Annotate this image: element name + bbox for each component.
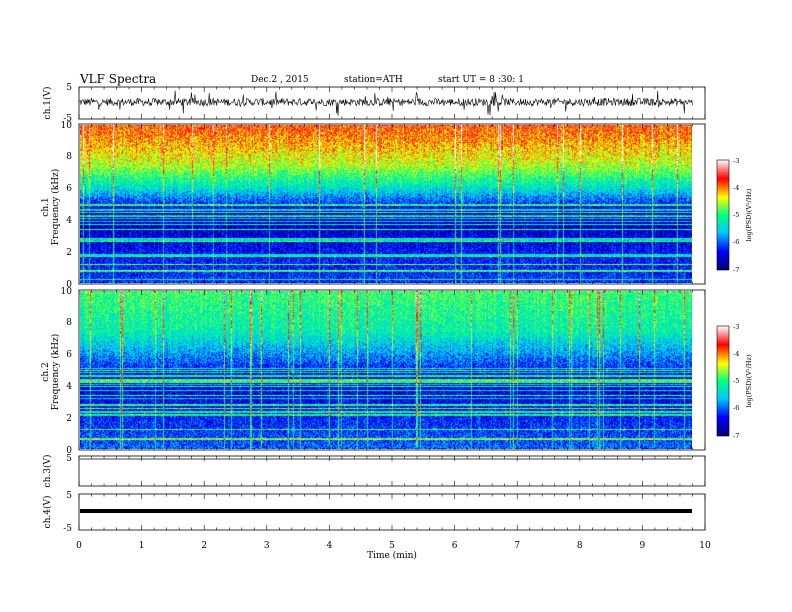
ch2-colorbar-tick-top: -3	[733, 323, 739, 331]
ch2-freq-tick-10: 10	[61, 287, 73, 297]
ch1-ytick-bottom: -5	[63, 114, 72, 124]
ch2-colorbar-tick-2: -4	[733, 350, 739, 358]
ch2-spectrogram-panel: 0 2 4 6 8 10 ch.2 Frequency (kHz) -3 -4 …	[41, 287, 753, 456]
ch3-waveform-ylabel: ch.3(V)	[42, 455, 53, 488]
xtick-10: 10	[699, 541, 711, 551]
ch1-spectrogram-ylabel: Frequency (kHz)	[50, 169, 61, 246]
ch2-colorbar-tick-3: -5	[733, 377, 739, 385]
ch2-spectrogram-ylabel: Frequency (kHz)	[50, 334, 61, 411]
ch2-colorbar	[716, 325, 730, 437]
ch1-spectrogram-channel-label: ch.1	[41, 197, 51, 216]
header-date: Dec.2 , 2015	[251, 75, 309, 85]
ch2-colorbar-tick-bottom: -7	[733, 432, 739, 440]
ch1-colorbar-tick-top: -3	[733, 157, 739, 165]
ch1-colorbar-label: log(PSD)(V²/Hz)	[745, 188, 753, 241]
ch1-colorbar-tick-3: -5	[733, 211, 739, 219]
xtick-3: 3	[264, 541, 270, 551]
ch4-waveform-ylabel: ch.4(V)	[42, 496, 53, 529]
ch1-freq-tick-2: 2	[66, 248, 72, 258]
ch1-colorbar-tick-4: -6	[733, 238, 739, 246]
ch2-freq-tick-8: 8	[66, 318, 72, 328]
time-ticks	[78, 87, 706, 530]
ch2-spectrogram-channel-label: ch.2	[41, 362, 51, 381]
time-axis-label: Time (min)	[367, 550, 417, 561]
xtick-6: 6	[452, 541, 458, 551]
ch1-freq-tick-10: 10	[61, 121, 73, 131]
xtick-9: 9	[640, 541, 646, 551]
ch4-waveform-line	[80, 509, 692, 513]
ch1-freq-tick-0: 0	[66, 280, 72, 290]
ch2-freq-tick-6: 6	[66, 350, 72, 360]
ch1-ytick-top: 5	[66, 83, 72, 93]
ch2-freq-tick-0: 0	[66, 446, 72, 456]
ch1-freq-tick-6: 6	[66, 184, 72, 194]
ch2-freq-tick-2: 2	[66, 414, 72, 424]
ch1-waveform-ylabel: ch.1(V)	[42, 87, 53, 120]
ch2-colorbar-tick-4: -6	[733, 404, 739, 412]
ch2-colorbar-label: log(PSD)(V²/Hz)	[745, 354, 753, 407]
ch4-ytick-top: 5	[66, 491, 72, 501]
ch2-freq-tick-4: 4	[66, 382, 72, 392]
xtick-2: 2	[201, 541, 207, 551]
ch4-ytick-bottom: -5	[63, 524, 72, 534]
header-start-time: start UT = 8 :30: 1	[438, 75, 524, 85]
ch3-ytick-top: 5	[66, 454, 72, 464]
xtick-4: 4	[327, 541, 333, 551]
ch2-spectrogram-raster	[80, 291, 692, 449]
ch1-waveform-line	[78, 90, 693, 116]
ch1-colorbar-tick-2: -4	[733, 184, 739, 192]
xtick-1: 1	[139, 541, 145, 551]
xtick-5: 5	[389, 541, 395, 551]
time-axis-labels: 0 1 2 3 4 5 6 7 8 9 10	[76, 541, 711, 551]
xtick-7: 7	[514, 541, 520, 551]
xtick-8: 8	[577, 541, 583, 551]
ch1-colorbar-tick-bottom: -7	[733, 266, 739, 274]
ch1-spectrogram-panel: 0 2 4 6 8 10 ch.1 Frequency (kHz) -3 -4 …	[41, 121, 753, 290]
ch1-freq-tick-4: 4	[66, 216, 72, 226]
figure-title: VLF Spectra	[79, 72, 156, 86]
header-station: station=ATH	[344, 75, 403, 85]
ch1-spectrogram-raster	[80, 125, 692, 283]
ch1-colorbar	[716, 159, 730, 271]
xtick-0: 0	[76, 541, 82, 551]
ch1-freq-tick-8: 8	[66, 152, 72, 162]
